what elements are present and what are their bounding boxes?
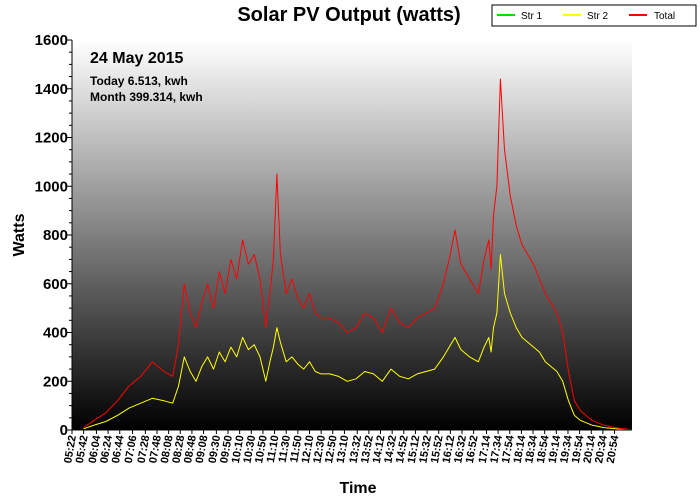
x-axis-title: Time xyxy=(339,480,376,497)
y-tick-label: 1600 xyxy=(35,32,68,49)
y-axis-title: Watts xyxy=(11,213,28,256)
y-tick-label: 1200 xyxy=(35,130,68,147)
legend: Str 1 Str 2 Total xyxy=(491,4,697,27)
x-tick-label: 07:48 xyxy=(147,434,164,464)
x-tick-label: 12:30 xyxy=(311,434,328,464)
x-tick-label: 08:08 xyxy=(159,434,176,464)
x-tick-label: 17:54 xyxy=(500,434,517,465)
x-tick-label: 20:54 xyxy=(605,434,622,465)
x-tick-label: 07:28 xyxy=(136,434,153,464)
x-tick-label: 18:54 xyxy=(535,434,552,465)
x-tick-label: 18:34 xyxy=(523,434,540,465)
x-tick-label: 19:54 xyxy=(570,434,587,465)
x-tick-label: 14:32 xyxy=(382,434,399,464)
y-tick-label: 0 xyxy=(60,422,68,439)
x-tick-label: 15:32 xyxy=(417,434,434,464)
y-tick-label: 1000 xyxy=(35,178,68,195)
x-tick-label: 09:30 xyxy=(207,434,224,464)
x-tick-label: 14:12 xyxy=(371,434,388,464)
series-lines xyxy=(83,78,633,431)
x-tick-label: 13:52 xyxy=(359,434,376,464)
y-tick-label: 1400 xyxy=(35,81,68,98)
x-tick-label: 18:14 xyxy=(512,434,529,465)
y-tick-label: 400 xyxy=(43,325,68,342)
legend-label-str1: Str 1 xyxy=(521,11,543,22)
plot-background xyxy=(72,40,632,430)
series-line-total xyxy=(83,78,633,431)
x-tick-label: 20:14 xyxy=(582,434,599,465)
x-tick-label: 15:52 xyxy=(429,434,446,464)
x-tick-label: 16:32 xyxy=(452,434,469,464)
x-tick-label: 08:48 xyxy=(182,434,199,464)
x-tick-label: 16:12 xyxy=(441,434,458,464)
x-tick-label: 07:06 xyxy=(123,434,140,464)
month-energy-annotation: Month 399.314, kwh xyxy=(90,90,203,104)
x-tick-label: 12:50 xyxy=(323,434,340,464)
x-tick-label: 11:30 xyxy=(277,434,294,463)
y-axis-tick-labels: 0 200 400 600 800 1000 1200 1400 1600 xyxy=(35,32,68,439)
x-tick-label: 10:50 xyxy=(253,434,270,464)
x-tick-label: 12:10 xyxy=(300,434,317,464)
series-line-str-2 xyxy=(83,254,633,431)
x-tick-label: 06:04 xyxy=(87,434,104,465)
x-tick-label: 20:34 xyxy=(593,434,610,465)
x-tick-label: 10:30 xyxy=(242,434,259,464)
legend-label-str2: Str 2 xyxy=(587,11,609,22)
x-tick-label: 13:10 xyxy=(335,434,352,464)
x-tick-label: 13:32 xyxy=(347,434,364,464)
x-tick-label: 19:14 xyxy=(547,434,564,465)
x-tick-label: 15:12 xyxy=(406,434,423,464)
x-axis-tick-labels: 05:2205:4206:0406:2406:4407:0607:2807:48… xyxy=(62,434,621,465)
today-energy-annotation: Today 6.513, kwh xyxy=(90,74,188,88)
y-tick-label: 200 xyxy=(43,373,68,390)
x-tick-label: 09:08 xyxy=(194,434,211,464)
x-tick-label: 17:14 xyxy=(477,434,494,465)
x-tick-label: 05:22 xyxy=(62,434,79,464)
x-tick-label: 11:50 xyxy=(288,434,305,463)
x-tick-label: 06:24 xyxy=(98,434,115,465)
x-axis-ticks xyxy=(71,430,616,434)
x-tick-label: 11:10 xyxy=(265,434,282,463)
legend-box xyxy=(491,4,697,27)
x-tick-label: 14:52 xyxy=(394,434,411,464)
date-annotation: 24 May 2015 xyxy=(90,50,184,67)
x-tick-label: 10:10 xyxy=(230,434,247,464)
x-tick-label: 16:52 xyxy=(464,434,481,464)
x-tick-label: 09:50 xyxy=(218,434,235,464)
legend-label-total: Total xyxy=(654,11,675,22)
x-tick-label: 06:44 xyxy=(110,434,127,465)
x-tick-label: 17:34 xyxy=(488,434,505,465)
y-tick-label: 800 xyxy=(43,227,68,244)
x-tick-label: 08:28 xyxy=(171,434,188,464)
chart-title: Solar PV Output (watts) xyxy=(237,4,460,26)
x-tick-label: 05:42 xyxy=(74,434,91,464)
y-tick-label: 600 xyxy=(43,276,68,293)
x-tick-label: 19:34 xyxy=(558,434,575,465)
